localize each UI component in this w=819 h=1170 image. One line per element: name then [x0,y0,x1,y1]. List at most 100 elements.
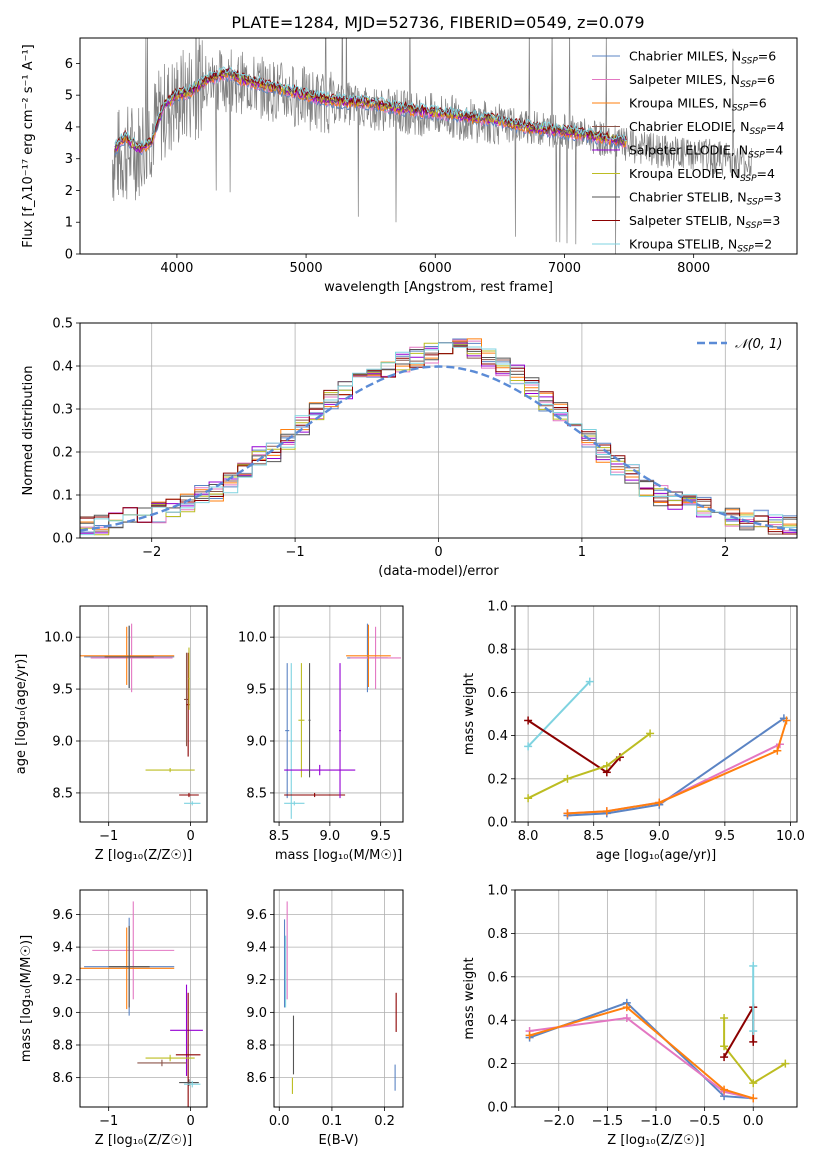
legend-label: 𝒩(0, 1) [735,337,782,352]
x-tick-label: 0 [186,829,194,844]
weight-marker [781,1059,790,1068]
x-axis-label: Z [log₁₀(Z/Z☉)] [95,848,192,863]
error-cross [92,901,175,1000]
error-cross [350,626,401,690]
y-tick-label: 8.8 [246,1039,267,1054]
weight-line [529,1016,754,1100]
weight-marker [622,1014,631,1023]
weight-marker [524,794,533,803]
weight-marker [720,1014,729,1023]
legend-label: Kroupa STELIB, NSSP=2 [629,237,772,255]
x-tick-label: 0.0 [269,1114,290,1129]
residuals-legend: 𝒩(0, 1) [697,337,782,352]
error-cross [308,663,311,778]
model-spectrum [114,66,627,147]
y-tick-label: 2 [65,184,73,199]
y-tick-label: 10.0 [44,631,73,646]
error-cross [285,663,290,799]
y-tick-label: 9.0 [246,735,267,750]
weight-marker [782,716,791,725]
cross-plot-area [80,901,203,1107]
x-tick-label: 8.5 [269,829,290,844]
normal-curve [80,365,797,532]
error-cross [289,663,294,819]
x-tick-label: 6000 [419,261,452,276]
plot-layer: 4000 5000 6000 7000 8000 0 1 2 3 4 5 6 wavelength [A… [14,37,805,1148]
axes-frame [79,889,208,1108]
error-cross [284,792,346,798]
y-tick-label: 0.1 [52,489,73,504]
y-axis-label: mass [log₁₀(M/M☉)] [19,935,34,1062]
weight-marker [563,774,572,783]
x-tick-label: 9.0 [649,829,670,844]
y-axis-label: Normed distribution [21,366,36,496]
error-cross [184,801,201,806]
y-tick-label: 9.2 [52,973,73,988]
figure-title: PLATE=1284, MJD=52736, FIBERID=0549, z=0… [231,13,644,32]
y-tick-label: 0.2 [487,772,508,787]
y-tick-label: 0 [65,248,73,263]
x-tick-label: −1 [99,1114,118,1129]
residual-histogram [80,345,797,535]
x-axis-label: E(B-V) [318,1133,358,1148]
weight-marker [602,761,611,770]
y-tick-label: 9.4 [246,941,267,956]
axes-frame [273,889,404,1108]
y-tick-label: 0.4 [487,729,508,744]
x-tick-label: 7000 [548,261,581,276]
legend-label: Kroupa ELODIE, NSSP=4 [629,166,775,184]
weight-marker [749,961,758,970]
axes-frame [79,37,798,255]
weight-marker [563,809,572,818]
x-tick-label: 9.0 [320,829,341,844]
y-axis-label: mass weight [462,673,477,755]
y-tick-label: 8.5 [246,786,267,801]
legend-label: Chabrier STELIB, NSSP=3 [629,190,782,208]
x-axis-label: age [log₁₀(age/yr)] [596,848,717,863]
age-vs-mass-panel: 8.5 9.0 9.5 8.5 9.0 9.5 10.0 mass [log₁₀(M/M☉)] [238,605,404,863]
x-tick-label: 4000 [160,261,193,276]
y-tick-label: 0.8 [487,643,508,658]
weight-marker [720,1053,729,1062]
weight-marker [602,807,611,816]
error-cross [80,927,175,1010]
y-tick-label: 0.2 [487,1057,508,1072]
weight-marker [622,1003,631,1012]
weight-marker [655,798,664,807]
cross-plot-area [80,623,201,806]
axes-frame [79,322,798,539]
y-tick-label: 0.3 [52,403,73,418]
y-tick-label: 4 [65,120,73,135]
x-axis-label: (data-model)/error [378,564,499,579]
y-tick-label: 9.0 [52,735,73,750]
x-tick-label: 8.0 [518,829,539,844]
y-tick-label: 8.6 [52,1071,73,1086]
error-cross [175,992,201,1107]
y-tick-label: 9.4 [52,941,73,956]
x-tick-label: 0 [434,545,442,560]
y-tick-label: 10.0 [238,631,267,646]
y-tick-label: 0.4 [52,360,73,375]
y-tick-label: 0.6 [487,970,508,985]
y-tick-label: 0.8 [487,927,508,942]
cross-plot-area [284,623,401,819]
legend-label: Salpeter MILES, NSSP=6 [629,72,775,90]
axes-frame [79,605,208,823]
y-tick-label: 9.2 [246,973,267,988]
x-tick-label: −1 [99,829,118,844]
weight-vs-z-panel: −2.0 −1.5 −1.0 −0.5 0.0 0.0 0.2 0.4 0.6 0.8 1.0 Z [… [462,884,798,1148]
error-cross [298,663,305,778]
error-cross [145,1054,195,1062]
weight-marker [585,677,594,686]
y-tick-label: 9.0 [52,1006,73,1021]
x-tick-label: 9.5 [370,829,391,844]
x-tick-label: 2 [721,545,729,560]
x-tick-label: 8000 [677,261,710,276]
y-tick-label: 0.5 [52,317,73,332]
legend-label: Chabrier MILES, NSSP=6 [629,49,776,67]
error-cross [80,626,175,685]
model-spectrum [114,70,627,153]
x-axis-label: mass [log₁₀(M/M☉)] [275,848,402,863]
weight-line [529,1001,754,1100]
